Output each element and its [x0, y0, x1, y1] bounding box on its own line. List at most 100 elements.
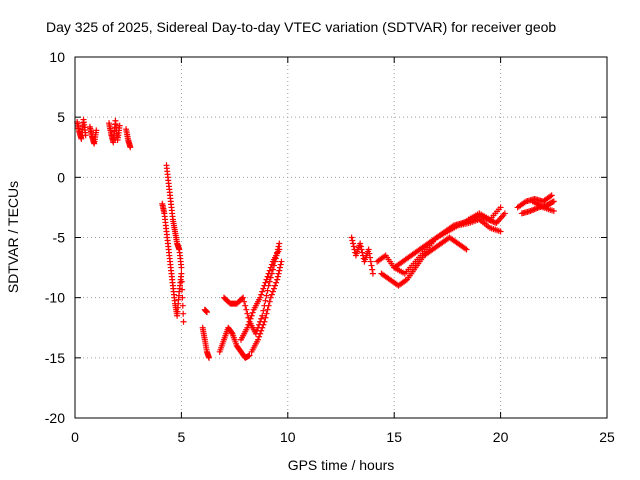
data-point	[357, 243, 364, 250]
data-point	[267, 264, 274, 271]
data-point	[248, 312, 255, 319]
x-tick-label: 10	[280, 429, 296, 445]
data-point	[228, 329, 235, 336]
data-point	[276, 267, 283, 274]
x-tick-label: 20	[493, 429, 509, 445]
data-point	[266, 267, 273, 274]
x-tick-label: 15	[386, 429, 402, 445]
data-point	[263, 310, 270, 317]
data-point	[259, 288, 266, 295]
data-point	[265, 270, 272, 277]
data-point	[240, 294, 247, 301]
data-point	[178, 264, 185, 271]
y-tick-label: -5	[53, 230, 66, 246]
data-point	[262, 314, 269, 321]
data-point	[264, 287, 271, 294]
data-point	[276, 264, 283, 271]
data-point	[368, 262, 375, 269]
data-point	[263, 292, 270, 299]
data-point	[366, 250, 373, 257]
data-point	[264, 306, 271, 313]
data-point	[260, 285, 267, 292]
data-point	[497, 204, 504, 211]
data-point	[350, 240, 357, 247]
data-point	[272, 282, 279, 289]
data-point	[116, 122, 123, 129]
data-point	[357, 240, 364, 247]
data-point	[369, 266, 376, 273]
data-point	[241, 298, 248, 305]
x-tick-label: 25	[599, 429, 615, 445]
data-point	[276, 240, 283, 247]
data-point	[349, 237, 356, 244]
data-point	[260, 307, 267, 314]
data-point	[275, 243, 282, 250]
y-tick-label: 0	[57, 169, 65, 185]
data-point	[550, 208, 557, 215]
y-axis-label: SDTVAR / TECUs	[5, 181, 21, 293]
data-point	[179, 286, 186, 293]
data-point	[359, 249, 366, 256]
data-point	[258, 327, 265, 334]
data-point	[463, 246, 470, 253]
chart-title: Day 325 of 2025, Sidereal Day-to-day VTE…	[46, 19, 556, 35]
data-point	[257, 294, 264, 301]
data-point	[270, 285, 277, 292]
data-point	[259, 312, 266, 319]
x-tick-labels: 0 5 10 15 20 25	[71, 429, 615, 445]
data-point	[261, 318, 268, 325]
y-tick-labels: 10 5 0 -5 -10 -15 -20	[45, 49, 65, 426]
y-tick-label: 5	[57, 109, 65, 125]
data-point	[245, 321, 252, 328]
data-point	[257, 330, 264, 337]
data-point	[267, 274, 274, 281]
data-point	[550, 198, 557, 205]
data-point	[274, 273, 281, 280]
y-tick-label: -20	[45, 410, 65, 426]
x-tick-label: 5	[178, 429, 186, 445]
data-point	[276, 246, 283, 253]
x-axis-label: GPS time / hours	[288, 457, 395, 473]
data-point	[549, 199, 556, 206]
data-point	[266, 298, 273, 305]
data-point	[127, 144, 134, 151]
data-point	[348, 234, 355, 241]
data-point	[260, 321, 267, 328]
data-point	[243, 306, 250, 313]
data-point	[259, 324, 266, 331]
data-point	[369, 270, 376, 277]
data-point	[265, 302, 272, 309]
data-point	[258, 291, 265, 298]
data-point	[350, 243, 357, 250]
data-point	[268, 291, 275, 298]
data-point	[242, 302, 249, 309]
data-point	[262, 279, 269, 286]
data-point	[180, 310, 187, 317]
data-point	[275, 270, 282, 277]
data-point	[269, 288, 276, 295]
data-point	[365, 246, 372, 253]
plot-frame	[74, 56, 608, 419]
data-point	[239, 295, 246, 302]
y-tick-label: -10	[45, 290, 65, 306]
data-point	[249, 309, 256, 316]
data-point	[264, 273, 271, 280]
data-point	[266, 278, 273, 285]
data-point	[203, 309, 210, 316]
data-point	[263, 276, 270, 283]
data-point	[274, 276, 281, 283]
data-point	[267, 294, 274, 301]
data-point	[262, 297, 269, 304]
data-point	[256, 333, 263, 340]
grid	[75, 57, 607, 418]
data-point	[548, 192, 555, 199]
data-point	[273, 279, 280, 286]
data-point	[246, 352, 253, 359]
data-point	[178, 270, 185, 277]
x-tick-label: 0	[71, 429, 79, 445]
data-point	[246, 318, 253, 325]
data-point	[497, 228, 504, 235]
data-point	[255, 336, 262, 343]
data-point	[501, 210, 508, 217]
